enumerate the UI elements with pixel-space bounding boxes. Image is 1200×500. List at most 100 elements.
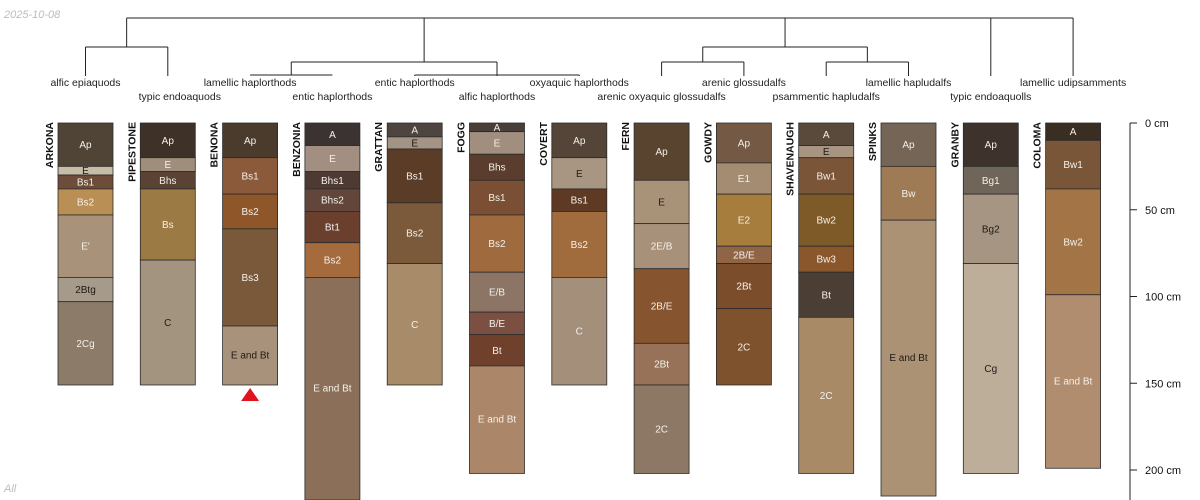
horizon-label: 2C — [655, 425, 668, 436]
horizon-label: Bhs2 — [321, 196, 344, 207]
horizon-label: E and Bt — [478, 415, 517, 426]
horizon-label: B/E — [489, 319, 505, 330]
axis-tick-label: 150 cm — [1145, 378, 1181, 390]
axis-tick-label: 0 cm — [1145, 118, 1169, 130]
horizon-label: E — [494, 138, 501, 149]
horizon-label: A — [823, 130, 830, 141]
date-label: 2025-10-08 — [3, 9, 61, 21]
profile-name: ARKONA — [44, 122, 56, 168]
horizon-label: Bhs — [159, 176, 176, 187]
horizon-label: Bs2 — [406, 229, 424, 240]
taxon-label: alfic epiaquods — [50, 77, 120, 89]
horizon-label: Ap — [162, 136, 175, 147]
horizon-label: E — [411, 138, 418, 149]
profile-fern: Ap E 2E/B 2B/E 2Bt 2C FERN — [620, 122, 690, 474]
horizon-label: E — [82, 166, 89, 177]
horizon-label: Bs1 — [406, 171, 424, 182]
horizon-label: 2B/E — [733, 250, 755, 261]
horizon-band — [139, 188, 196, 261]
horizon-band — [798, 245, 855, 273]
taxon-label: alfic haplorthods — [459, 91, 535, 103]
horizon-label: E and Bt — [231, 350, 270, 361]
profile-name: SHAVENAUGH — [785, 122, 797, 196]
taxon-label: lamellic haplorthods — [204, 77, 297, 89]
horizon-band — [633, 122, 690, 181]
horizon-label: Bs2 — [77, 197, 95, 208]
horizon-label: 2Bt — [736, 282, 751, 293]
horizon-band — [139, 122, 196, 159]
profile-covert: Ap E Bs1 Bs2 C COVERT — [538, 121, 608, 386]
profile-gowdy: Ap E1 E2 2B/E 2Bt 2C GOWDY — [702, 122, 772, 386]
profile-fogg: AE Bhs Bs1 Bs2 E/B B/E Bt E and Bt FOGG — [456, 122, 525, 474]
horizon-label: E and Bt — [1054, 376, 1093, 387]
taxon-label: typic endoaquods — [139, 91, 221, 103]
horizon-label: 2Btg — [75, 285, 96, 296]
profile-name: PIPESTONE — [126, 122, 138, 182]
taxon-label: lamellic hapludalfs — [866, 77, 952, 89]
horizon-label: A — [411, 125, 418, 136]
horizon-band — [469, 179, 525, 216]
horizon-band — [469, 214, 525, 273]
horizon-band — [551, 277, 608, 386]
horizon-label: Bs2 — [488, 239, 506, 250]
horizon-band — [880, 219, 937, 497]
horizon-label: Bw1 — [816, 171, 836, 182]
horizon-label: Bw3 — [816, 255, 836, 266]
horizon-band — [57, 214, 114, 278]
horizon-label: Bs1 — [241, 171, 259, 182]
axis-tick-label: 100 cm — [1145, 292, 1181, 304]
horizon-label: Bs1 — [571, 196, 589, 207]
profile-benzonia: A E Bhs1 Bhs2 Bt1 Bs2 E and Bt BENZONIA — [291, 122, 361, 500]
horizon-label: Cg — [984, 364, 997, 375]
horizon-band — [716, 193, 772, 247]
horizon-label: Ap — [655, 147, 668, 158]
horizon-label: Ap — [79, 140, 92, 151]
profile-name: FOGG — [456, 122, 468, 153]
profile-name: GRANBY — [949, 122, 961, 168]
horizon-band — [798, 193, 855, 247]
horizon-label: Bs1 — [488, 193, 506, 204]
horizon-label: Bw2 — [1063, 237, 1083, 248]
depth-axis: 0 cm 50 cm 100 cm 150 cm 200 cm — [1129, 118, 1181, 500]
taxon-label: arenic oxyaquic glossudalfs — [597, 91, 725, 103]
horizon-label: A — [329, 130, 336, 141]
horizon-label: Ap — [902, 140, 915, 151]
horizon-band — [633, 384, 690, 474]
horizon-label: Bg2 — [982, 224, 1000, 235]
dendrogram — [85, 17, 1074, 76]
taxon-label: entic haplorthods — [375, 77, 455, 89]
profile-name: BENONA — [209, 122, 221, 168]
horizon-band — [880, 122, 937, 167]
horizon-band — [798, 316, 855, 474]
profile-granby: Ap Bg1 Bg2 Cg GRANBY — [949, 122, 1019, 474]
horizon-band — [57, 277, 114, 303]
profile-name: GRATTAN — [373, 122, 385, 172]
horizon-label: E — [164, 160, 171, 171]
taxon-label: typic endoaquolls — [950, 91, 1031, 103]
taxon-label: entic haplorthods — [292, 91, 372, 103]
horizon-label: E2 — [738, 216, 751, 227]
horizon-band — [962, 165, 1019, 195]
taxon-label: arenic glossudalfs — [702, 77, 786, 89]
profile-name: COVERT — [538, 121, 550, 165]
taxon-labels: alfic epiaquods typic endoaquods lamellic … — [50, 77, 1126, 103]
profile-spinks: Ap Bw E and Bt SPINKS — [867, 122, 937, 497]
horizon-band — [798, 271, 855, 318]
horizon-label: E and Bt — [313, 384, 352, 395]
profile-shavenaugh: AE Bw1 Bw2 Bw3 Bt 2C SHAVENAUGH — [785, 122, 855, 474]
axis-tick-label: 50 cm — [1145, 205, 1175, 217]
horizon-band — [222, 193, 279, 230]
horizon-label: Ap — [985, 140, 998, 151]
horizon-band — [551, 211, 608, 278]
horizon-label: Bs2 — [324, 256, 342, 267]
horizon-band — [469, 365, 525, 474]
horizon-label: 2C — [820, 391, 833, 402]
horizon-label: 2Cg — [76, 339, 94, 350]
horizon-label: C — [576, 327, 583, 338]
horizon-label: E — [576, 169, 583, 180]
taxon-label: lamellic udipsamments — [1020, 77, 1126, 89]
horizon-band — [222, 157, 279, 195]
horizon-band — [386, 148, 443, 204]
horizon-band — [57, 301, 114, 386]
